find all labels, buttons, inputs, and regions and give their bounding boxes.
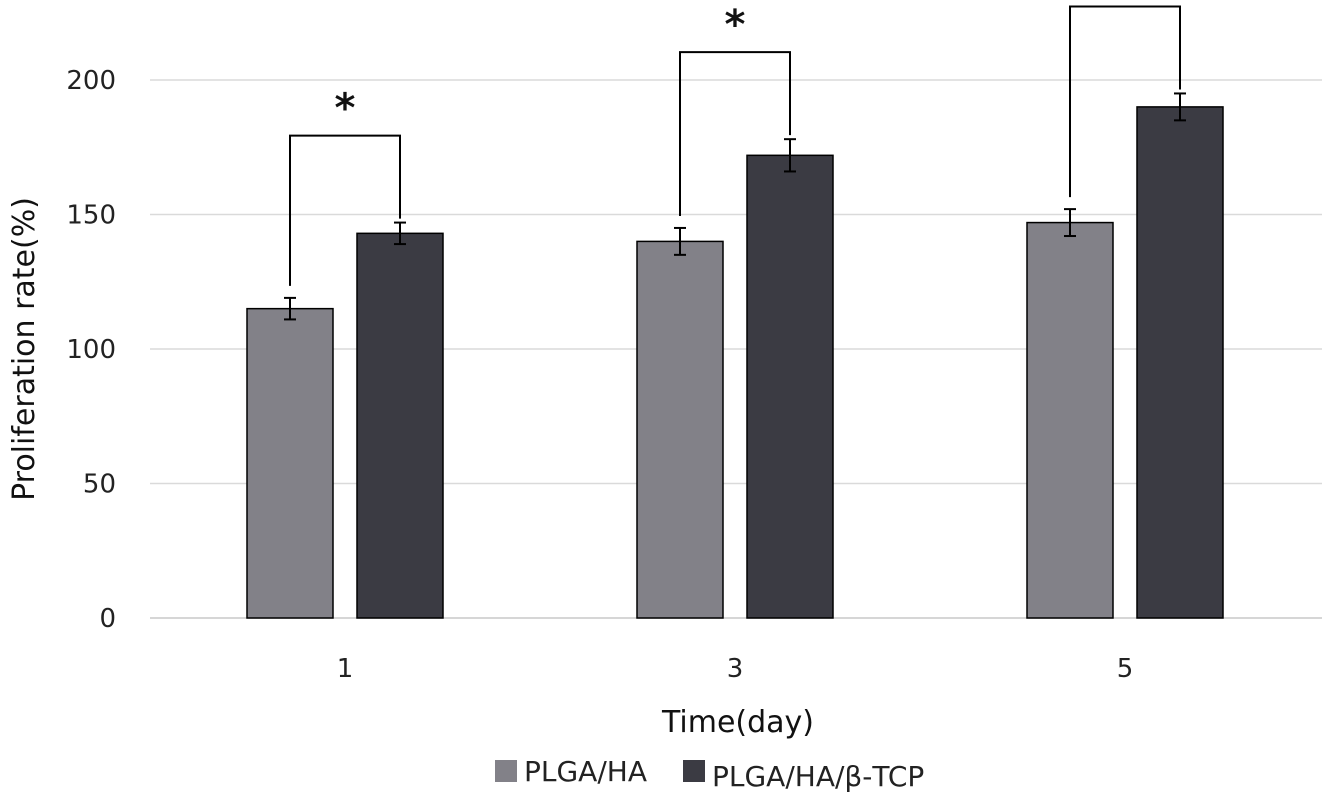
bars <box>246 106 1224 619</box>
error-bars <box>284 92 1186 321</box>
legend-label-plga-ha-btcp: PLGA/HA/β-TCP <box>712 760 924 793</box>
y-tick-label-100: 100 <box>66 335 116 365</box>
x-tick-label-1: 1 <box>337 654 354 684</box>
significance-bracket-day1 <box>289 134 401 286</box>
y-axis-title: Proliferation rate(%) <box>7 197 42 501</box>
significance-star-day1: * <box>335 86 356 132</box>
x-tick-label-3: 3 <box>727 654 744 684</box>
x-axis-ticks: 1 3 5 <box>337 654 1134 684</box>
significance-annotations: * * * <box>289 0 1181 286</box>
x-axis-title: Time(day) <box>661 705 814 740</box>
significance-bracket-day3 <box>679 51 791 216</box>
legend-swatch-plga-ha-btcp <box>683 760 705 782</box>
legend-label-plga-ha: PLGA/HA <box>524 755 647 788</box>
gridlines <box>150 79 1322 619</box>
y-tick-label-0: 0 <box>99 604 116 634</box>
significance-star-day5: * <box>1115 0 1136 2</box>
y-axis-ticks: 0 50 100 150 200 <box>66 66 116 634</box>
bar-series2-day1 <box>356 232 444 619</box>
bar-series1-day1 <box>246 307 334 619</box>
bar-series2-day3 <box>746 154 834 619</box>
significance-bracket-day5 <box>1069 5 1181 198</box>
y-tick-label-200: 200 <box>66 66 116 96</box>
bar-series1-day3 <box>636 240 724 619</box>
bar-series2-day5 <box>1136 106 1224 619</box>
y-tick-label-50: 50 <box>83 470 116 500</box>
legend-swatch-plga-ha <box>495 760 517 782</box>
y-tick-label-150: 150 <box>66 201 116 231</box>
significance-star-day3: * <box>725 2 746 48</box>
bar-series1-day5 <box>1026 221 1114 619</box>
x-tick-label-5: 5 <box>1117 654 1134 684</box>
legend: PLGA/HA PLGA/HA/β-TCP <box>495 755 924 793</box>
